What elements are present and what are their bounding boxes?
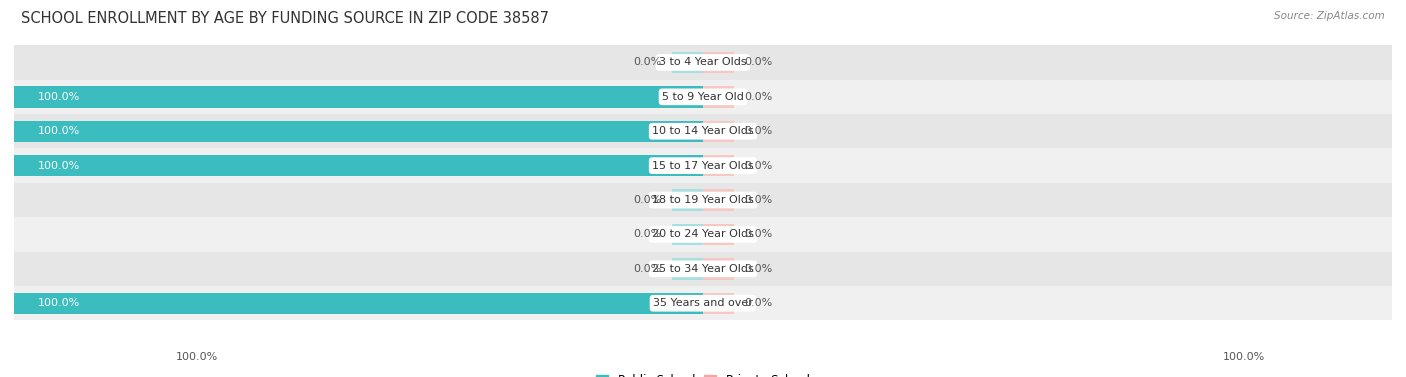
Bar: [703, 258, 734, 279]
Bar: [14, 114, 1392, 149]
Text: 0.0%: 0.0%: [744, 195, 772, 205]
Text: 0.0%: 0.0%: [634, 264, 662, 274]
Text: 20 to 24 Year Olds: 20 to 24 Year Olds: [652, 230, 754, 239]
Text: 0.0%: 0.0%: [744, 57, 772, 67]
Bar: [703, 293, 734, 314]
Text: SCHOOL ENROLLMENT BY AGE BY FUNDING SOURCE IN ZIP CODE 38587: SCHOOL ENROLLMENT BY AGE BY FUNDING SOUR…: [21, 11, 550, 26]
Legend: Public School, Private School: Public School, Private School: [592, 369, 814, 377]
Bar: [14, 149, 1392, 183]
Text: 18 to 19 Year Olds: 18 to 19 Year Olds: [652, 195, 754, 205]
Bar: [672, 189, 703, 211]
Text: 100.0%: 100.0%: [38, 298, 80, 308]
Text: 100.0%: 100.0%: [38, 126, 80, 136]
Bar: [703, 224, 734, 245]
Bar: [14, 45, 1392, 80]
Bar: [14, 217, 1392, 252]
Bar: [672, 258, 703, 279]
Text: 35 Years and over: 35 Years and over: [652, 298, 754, 308]
Text: 0.0%: 0.0%: [744, 264, 772, 274]
Text: 0.0%: 0.0%: [744, 230, 772, 239]
Text: 0.0%: 0.0%: [634, 195, 662, 205]
Text: 25 to 34 Year Olds: 25 to 34 Year Olds: [652, 264, 754, 274]
Text: 100.0%: 100.0%: [38, 92, 80, 102]
Text: 100.0%: 100.0%: [1223, 352, 1265, 362]
Bar: [14, 86, 703, 107]
Text: 0.0%: 0.0%: [744, 298, 772, 308]
Bar: [14, 155, 703, 176]
Text: 0.0%: 0.0%: [634, 57, 662, 67]
Bar: [14, 80, 1392, 114]
Bar: [703, 52, 734, 73]
Text: 3 to 4 Year Olds: 3 to 4 Year Olds: [659, 57, 747, 67]
Bar: [14, 252, 1392, 286]
Text: 100.0%: 100.0%: [176, 352, 218, 362]
Text: 10 to 14 Year Olds: 10 to 14 Year Olds: [652, 126, 754, 136]
Bar: [14, 121, 703, 142]
Text: 100.0%: 100.0%: [38, 161, 80, 171]
Text: 0.0%: 0.0%: [744, 126, 772, 136]
Text: 0.0%: 0.0%: [634, 230, 662, 239]
Text: 0.0%: 0.0%: [744, 92, 772, 102]
Bar: [14, 293, 703, 314]
Bar: [703, 121, 734, 142]
Bar: [672, 52, 703, 73]
Bar: [703, 86, 734, 107]
Text: 5 to 9 Year Old: 5 to 9 Year Old: [662, 92, 744, 102]
Bar: [703, 189, 734, 211]
Text: Source: ZipAtlas.com: Source: ZipAtlas.com: [1274, 11, 1385, 21]
Text: 0.0%: 0.0%: [744, 161, 772, 171]
Text: 15 to 17 Year Olds: 15 to 17 Year Olds: [652, 161, 754, 171]
Bar: [672, 224, 703, 245]
Bar: [703, 155, 734, 176]
Bar: [14, 183, 1392, 217]
Bar: [14, 286, 1392, 320]
